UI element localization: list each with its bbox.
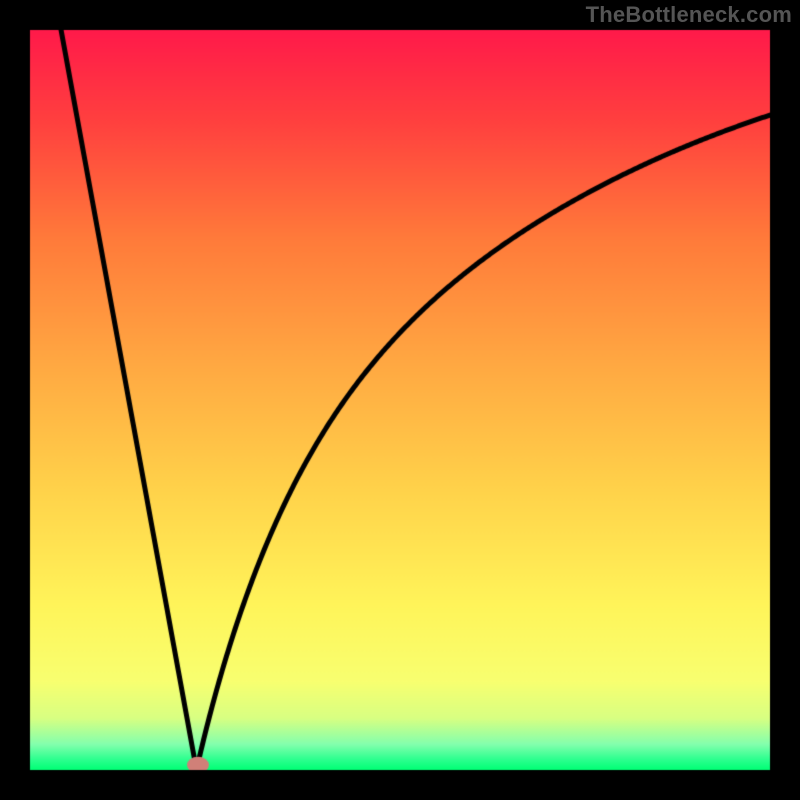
chart-container: { "meta": { "watermark": "TheBottleneck.…	[0, 0, 800, 800]
bottleneck-curve-chart	[0, 0, 800, 800]
watermark-text: TheBottleneck.com	[586, 2, 792, 28]
